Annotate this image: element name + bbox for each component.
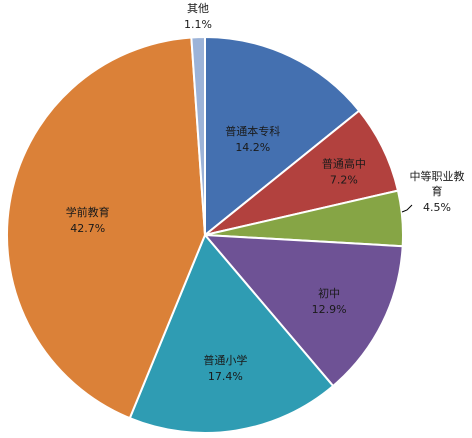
pie-slice-1 — [204, 36, 361, 236]
slice-name-label-4: 初中 — [318, 286, 340, 300]
slice-value-label-1: 14.2% — [235, 141, 270, 154]
slice-name-label-6: 学前教育 — [66, 205, 110, 219]
slice-value-label-4: 12.9% — [312, 303, 347, 316]
slice-value-label-6: 42.7% — [70, 222, 105, 235]
slice-value-label-7: 1.1% — [184, 18, 212, 31]
slice-name-label-5: 普通小学 — [203, 353, 247, 367]
slice-value-label-5: 17.4% — [208, 370, 243, 383]
slice-name-label-1: 普通本专科 — [225, 124, 280, 138]
slice-name-label-2: 普通高中 — [322, 157, 366, 171]
slice-name-label-7: 其他 — [187, 2, 209, 15]
pie-slice-7 — [190, 35, 206, 236]
pie-slice-4 — [204, 234, 404, 387]
leader-line-3 — [401, 204, 413, 213]
slice-value-label-3: 4.5% — [423, 201, 451, 214]
pie-slice-5 — [128, 234, 335, 434]
pie-slices — [6, 35, 404, 434]
slice-name-label-3: 育 — [432, 184, 443, 198]
slice-name-label-3: 中等职业教 — [410, 169, 465, 183]
slice-value-label-2: 7.2% — [330, 174, 358, 187]
pie-slice-6 — [6, 36, 206, 420]
pie-leader-lines — [401, 204, 413, 213]
